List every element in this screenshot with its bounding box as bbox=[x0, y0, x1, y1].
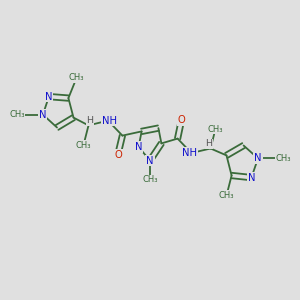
Text: CH₃: CH₃ bbox=[276, 154, 292, 163]
Text: H: H bbox=[206, 140, 213, 148]
Text: O: O bbox=[178, 115, 185, 125]
Text: CH₃: CH₃ bbox=[219, 191, 234, 200]
Text: CH₃: CH₃ bbox=[142, 176, 158, 184]
Text: CH₃: CH₃ bbox=[69, 74, 84, 82]
Text: NH: NH bbox=[182, 148, 197, 158]
Text: N: N bbox=[146, 155, 154, 166]
Text: CH₃: CH₃ bbox=[208, 124, 223, 134]
Text: CH₃: CH₃ bbox=[76, 141, 91, 150]
Text: N: N bbox=[254, 153, 262, 164]
Text: N: N bbox=[135, 142, 142, 152]
Text: O: O bbox=[114, 149, 122, 160]
Text: NH: NH bbox=[102, 116, 117, 126]
Text: N: N bbox=[248, 172, 255, 183]
Text: N: N bbox=[45, 92, 53, 102]
Text: N: N bbox=[39, 110, 47, 120]
Text: CH₃: CH₃ bbox=[9, 110, 25, 119]
Text: H: H bbox=[86, 116, 94, 125]
